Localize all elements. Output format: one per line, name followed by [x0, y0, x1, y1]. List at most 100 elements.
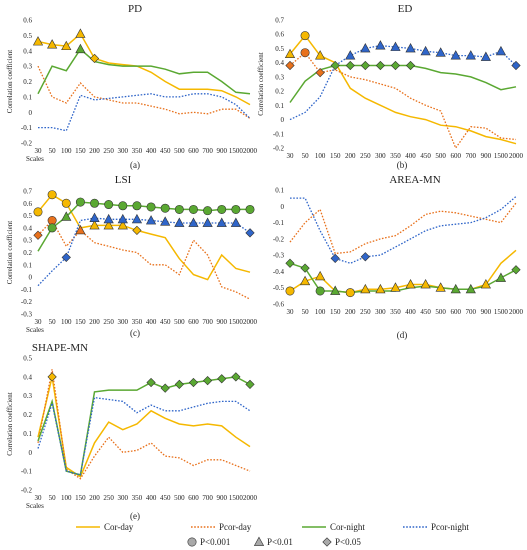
- significance-marker-circle: [315, 286, 325, 296]
- series-line-cor-day: [289, 34, 517, 145]
- x-tick-label: 30: [287, 308, 295, 316]
- x-tick-label: 300: [375, 308, 386, 316]
- y-tick-label: 0.4: [23, 47, 32, 55]
- series-line-pcor-night: [37, 217, 251, 287]
- y-tick-label: 0.2: [23, 411, 32, 419]
- significance-marker-diamond: [285, 60, 295, 71]
- y-tick-label: 0.4: [23, 224, 32, 232]
- y-tick-label: 0.2: [275, 88, 284, 96]
- y-tick-label: 0.3: [23, 63, 32, 71]
- x-tick-label: 2000: [509, 152, 524, 160]
- significance-marker-circle: [90, 198, 100, 208]
- x-tick-label: 250: [360, 308, 371, 316]
- x-tick-label: 200: [345, 152, 356, 160]
- significance-marker-circle: [300, 48, 310, 58]
- x-tick-label: 600: [450, 152, 461, 160]
- significance-marker-diamond: [285, 258, 295, 268]
- significance-marker-circle: [75, 197, 85, 207]
- significance-marker-triangle: [405, 43, 416, 53]
- significance-marker-diamond: [330, 253, 340, 264]
- y-tick-label: 0.5: [23, 355, 32, 363]
- y-tick-label: -0.2: [273, 235, 285, 243]
- x-tick-label: 50: [302, 152, 310, 160]
- legend-label: Pcor-day: [219, 522, 252, 532]
- series-line-pcor-night: [289, 44, 517, 121]
- x-tick-label: 150: [75, 147, 86, 155]
- y-tick-label: 0: [281, 116, 285, 124]
- x-tick-label: 150: [75, 494, 86, 502]
- y-axis-label: Correlation coefficient: [6, 50, 14, 113]
- significance-marker-diamond: [89, 53, 100, 64]
- panel-d: -0.6 -0.5 -0.4 -0.3 -0.2 -0.1 0 0.1 30 50 100 150 20…: [273, 174, 524, 340]
- y-tick-label: 0.7: [23, 188, 32, 196]
- panel-title: LSI: [115, 174, 132, 186]
- significance-marker-triangle: [495, 272, 507, 282]
- significance-marker-circle: [146, 202, 156, 212]
- series-line-pcor-night: [38, 93, 251, 132]
- significance-marker-triangle: [405, 279, 416, 289]
- significance-marker-diamond: [375, 60, 386, 71]
- series-line-cor-day: [289, 249, 517, 294]
- significance-marker-diamond: [47, 372, 57, 382]
- x-tick-label: 200: [89, 318, 100, 326]
- significance-marker-circle: [132, 201, 142, 211]
- series-line-pcor-night: [290, 196, 517, 264]
- legend-label: Pcor-night: [431, 522, 469, 532]
- y-tick-label: -0.1: [21, 124, 33, 132]
- series-line-pcor-day: [37, 369, 251, 480]
- significance-marker-diamond: [217, 374, 227, 384]
- y-tick-label: -0.2: [21, 487, 33, 495]
- series-line-pcor-day: [37, 65, 251, 119]
- significance-marker-triangle: [315, 50, 326, 60]
- y-tick-label: 0: [29, 449, 33, 457]
- significance-marker-triangle: [315, 270, 326, 281]
- y-tick-label: 0.3: [275, 73, 284, 81]
- panel-caption: (d): [397, 330, 408, 340]
- y-tick-label: 0.1: [275, 102, 284, 110]
- significance-marker-diamond: [132, 225, 142, 235]
- y-tick-label: -0.1: [21, 286, 33, 294]
- x-tick-label: 100: [61, 318, 72, 326]
- significance-marker-triangle: [188, 217, 199, 227]
- y-tick-label: -0.3: [21, 311, 33, 319]
- x-tick-label: 450: [160, 147, 171, 155]
- panel-e: -0.2 -0.1 0 0.1 0.2 0.3 0.4 0.5 30 50 100 150 200 250…: [6, 342, 258, 521]
- x-tick-label: 600: [450, 308, 461, 316]
- y-axis-label: Correlation coefficient: [257, 52, 265, 115]
- panel-title: AREA-MN: [389, 174, 440, 186]
- series-line-cor-night: [289, 64, 517, 103]
- y-tick-label: 0: [281, 203, 285, 211]
- x-tick-label: 450: [160, 318, 171, 326]
- x-tick-label: 200: [345, 308, 356, 316]
- x-tick-label: 200: [89, 147, 100, 155]
- y-tick-label: -0.6: [273, 301, 285, 309]
- significance-marker-circle: [231, 204, 241, 214]
- y-tick-label: -0.3: [273, 252, 285, 260]
- significance-marker-triangle: [420, 279, 431, 289]
- significance-marker-circle: [160, 203, 170, 213]
- y-tick-label: 0.1: [23, 430, 32, 438]
- x-tick-label: 300: [118, 318, 129, 326]
- x-tick-label: 700: [466, 152, 477, 160]
- significance-marker-triangle: [61, 211, 72, 221]
- x-tick-label: 300: [118, 494, 129, 502]
- significance-marker-triangle: [465, 50, 476, 60]
- x-tick-label: 500: [174, 318, 185, 326]
- y-tick-label: -0.4: [273, 268, 285, 276]
- x-tick-label: 900: [481, 308, 492, 316]
- x-tick-label: 900: [481, 152, 492, 160]
- significance-marker-triangle: [450, 50, 461, 60]
- x-tick-label: 100: [61, 494, 72, 502]
- significance-marker-triangle: [360, 43, 371, 53]
- x-tick-label: 700: [202, 494, 213, 502]
- legend-marker-label: P<0.01: [267, 537, 293, 547]
- significance-marker-circle: [188, 204, 198, 214]
- panel-caption: (b): [397, 160, 408, 170]
- x-tick-label: 100: [61, 147, 72, 155]
- x-tick-label: 600: [188, 147, 199, 155]
- x-tick-label: 50: [302, 308, 310, 316]
- panel-caption: (c): [130, 328, 140, 338]
- x-tick-label: 300: [375, 152, 386, 160]
- y-tick-label: 0.1: [275, 187, 284, 195]
- y-tick-label: 0.6: [23, 200, 32, 208]
